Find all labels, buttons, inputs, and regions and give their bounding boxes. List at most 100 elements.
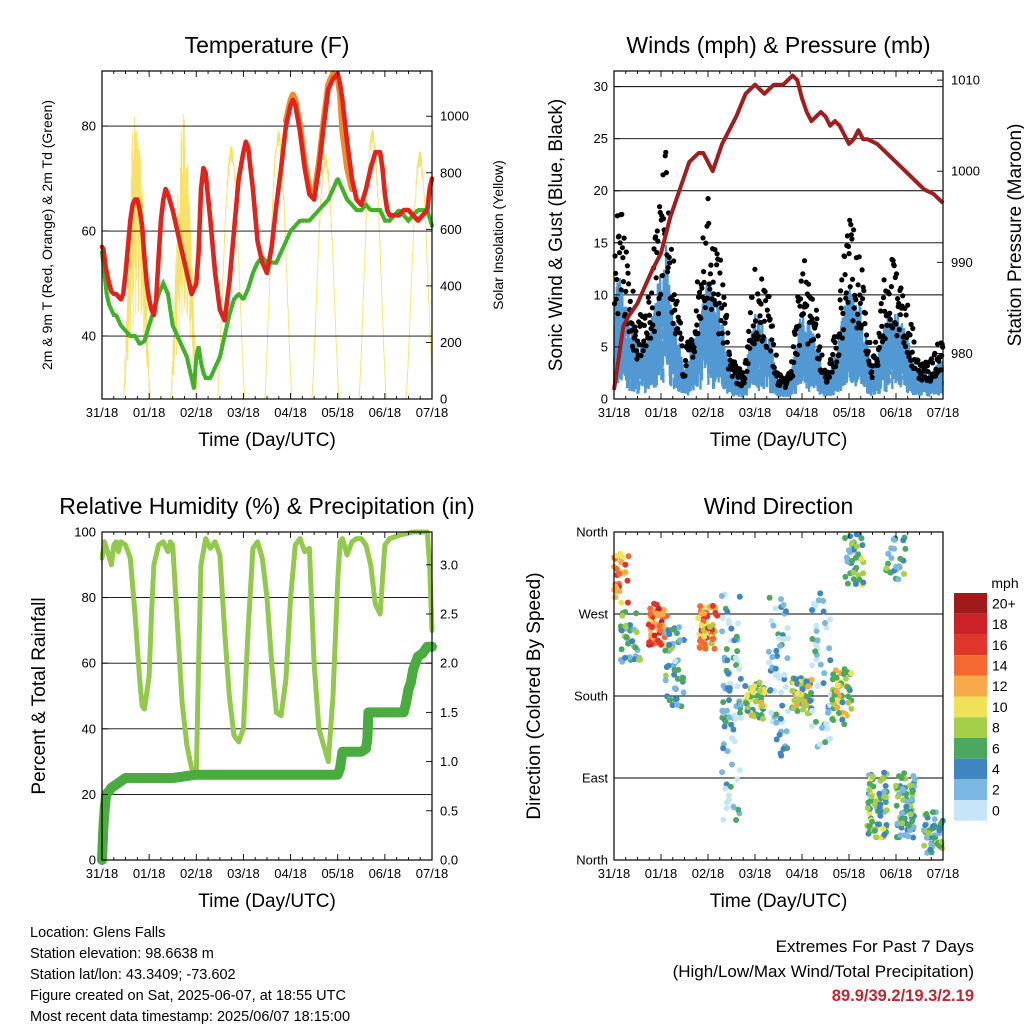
direction-point <box>820 680 827 687</box>
direction-point <box>876 790 883 797</box>
gust-point <box>707 286 713 292</box>
gust-point <box>873 339 879 345</box>
gust-point <box>855 282 861 288</box>
winds-chart: 31/18 01/18 02/18 03/18 04/18 05/18 06/18 07/18… <box>546 32 1024 451</box>
direction-point <box>773 736 780 743</box>
humidity-ytick-label-2: 40 <box>82 721 96 736</box>
gust-point <box>855 311 861 317</box>
direction-point <box>701 610 707 617</box>
direction-point <box>737 675 744 682</box>
direction-point <box>626 654 633 661</box>
gust-point <box>663 170 670 176</box>
gust-point <box>628 328 635 334</box>
gust-point <box>840 310 846 316</box>
direction-point <box>679 677 686 684</box>
direction-point <box>858 555 865 562</box>
gust-point <box>749 294 755 300</box>
direction-point <box>894 793 901 800</box>
direction-point <box>783 728 790 735</box>
direction-point <box>907 782 914 789</box>
gust-point <box>720 282 726 288</box>
direction-xtick-label-0: 31/18 <box>598 866 631 881</box>
gust-point <box>925 369 931 375</box>
gust-point <box>703 240 709 246</box>
direction-point <box>848 670 855 677</box>
direction-point <box>732 654 739 661</box>
gust-point <box>924 363 931 369</box>
gust-point <box>663 149 669 155</box>
gust-point <box>832 339 838 345</box>
direction-point <box>709 602 716 609</box>
gust-point <box>755 291 761 297</box>
direction-point <box>662 672 669 679</box>
direction-ytick-label-3: West <box>579 607 609 622</box>
gust-point <box>879 323 885 329</box>
gust-point <box>655 311 662 317</box>
direction-point <box>651 632 658 639</box>
direction-point <box>855 551 862 558</box>
gust-point <box>705 196 711 202</box>
gust-point <box>886 291 892 297</box>
gust-point <box>907 332 913 338</box>
winds-ytick-label-4: 20 <box>594 183 608 198</box>
dewpoint-line <box>99 173 435 389</box>
direction-point <box>725 670 732 677</box>
direction-point <box>720 745 727 752</box>
direction-point <box>750 712 757 719</box>
gust-point <box>846 251 852 257</box>
gust-point <box>915 357 921 363</box>
direction-point <box>784 625 791 632</box>
winds-y2tick-label-2: 1000 <box>951 164 980 179</box>
direction-point <box>756 687 763 694</box>
gust-point <box>617 240 623 246</box>
latlon-text: Station lat/lon: 43.3409; -73.602 <box>30 967 236 983</box>
direction-point <box>750 689 757 696</box>
gust-point <box>619 211 625 217</box>
direction-point <box>777 715 784 722</box>
direction-point <box>778 752 785 759</box>
gust-point <box>762 289 768 295</box>
direction-point <box>809 607 815 613</box>
direction-point <box>883 807 890 814</box>
direction-point <box>842 573 849 580</box>
gust-point <box>726 352 733 358</box>
direction-point <box>871 827 878 834</box>
gust-point <box>896 327 902 333</box>
gust-point <box>867 339 873 346</box>
gust-point <box>815 333 821 339</box>
gust-point <box>619 245 626 251</box>
direction-ylabel: Direction (Colored By Speed) <box>524 572 545 819</box>
direction-point <box>809 636 816 642</box>
direction-point <box>722 719 729 726</box>
gust-point <box>640 348 646 354</box>
direction-point <box>738 714 744 721</box>
legend-swatch-2 <box>954 634 987 656</box>
direction-point <box>790 705 797 712</box>
gust-point <box>819 352 825 358</box>
winds-xtick-label-7: 07/18 <box>927 405 960 420</box>
legend-swatch-5 <box>954 696 987 718</box>
gust-point <box>722 320 728 326</box>
gust-point <box>633 328 639 334</box>
direction-points <box>611 531 946 856</box>
direction-point <box>673 630 680 637</box>
legend-label-5: 10 <box>992 699 1008 715</box>
gust-point <box>902 343 909 350</box>
gust-point <box>809 315 815 321</box>
direction-point <box>852 581 859 587</box>
gust-point <box>769 337 775 343</box>
direction-point <box>866 780 873 787</box>
direction-point <box>822 620 828 626</box>
legend-swatch-8 <box>954 758 987 780</box>
direction-point <box>866 823 873 830</box>
direction-point <box>736 593 743 600</box>
direction-point <box>812 648 819 655</box>
direction-point <box>905 833 912 840</box>
gust-point <box>704 295 711 301</box>
direction-point <box>866 786 873 793</box>
gust-point <box>764 344 770 350</box>
direction-point <box>719 769 726 776</box>
gust-point <box>887 310 893 316</box>
direction-point <box>618 646 625 653</box>
direction-point <box>866 810 873 817</box>
